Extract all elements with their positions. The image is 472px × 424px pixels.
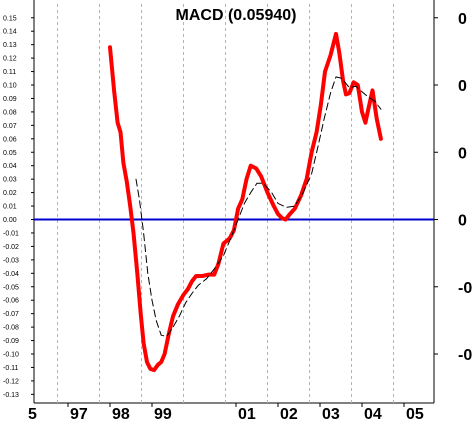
y-tick-label: 0.04 bbox=[3, 163, 17, 170]
right-tick-label: -0 bbox=[458, 347, 472, 364]
y-tick-label: -0.09 bbox=[3, 338, 19, 345]
x-tick-label: 03 bbox=[322, 406, 340, 423]
y-tick-label: -0.12 bbox=[3, 378, 19, 385]
x-tick-label: 5 bbox=[28, 406, 37, 423]
x-tick-label: 04 bbox=[364, 406, 382, 423]
macd-line bbox=[108, 31, 383, 373]
vertical-gridlines bbox=[57, 4, 394, 403]
y-axis-ticks: 0.15 0.14 0.13 0.12 0.11 0.10 0.09 0.08 0.07 0.06… bbox=[3, 15, 34, 399]
right-tick-label: -0 bbox=[458, 280, 472, 297]
y-tick-label: 0.00 bbox=[3, 217, 17, 224]
x-tick-label: 01 bbox=[238, 406, 256, 423]
y-tick-label: -0.02 bbox=[3, 244, 19, 251]
x-tick-label: 05 bbox=[406, 406, 424, 423]
y-tick-label: -0.04 bbox=[3, 271, 19, 278]
y-tick-label: -0.13 bbox=[3, 392, 19, 399]
chart-title: MACD (0.05940) bbox=[176, 7, 297, 24]
right-tick-label: 0 bbox=[458, 11, 467, 28]
y-tick-label: -0.08 bbox=[3, 325, 19, 332]
y-tick-label: 0.11 bbox=[3, 69, 16, 76]
y-tick-label: 0.03 bbox=[3, 177, 17, 184]
y-tick-label: 0.13 bbox=[3, 42, 17, 49]
y-tick-label: 0.08 bbox=[3, 109, 17, 116]
y-tick-label: 0.05 bbox=[3, 150, 17, 157]
x-tick-label: 99 bbox=[154, 406, 172, 423]
y-tick-label: -0.07 bbox=[3, 311, 19, 318]
right-tick-label: 0 bbox=[458, 145, 467, 162]
y-tick-label: 0.06 bbox=[3, 136, 17, 143]
y-tick-label: -0.05 bbox=[3, 284, 19, 291]
y-tick-label: -0.11 bbox=[3, 365, 19, 372]
y-tick-label: 0.09 bbox=[3, 96, 17, 103]
y-tick-label: 0.15 bbox=[3, 15, 17, 22]
y-tick-label: 0.01 bbox=[3, 204, 17, 211]
x-tick-label: 98 bbox=[112, 406, 130, 423]
signal-line bbox=[135, 76, 382, 337]
right-tick-label: 0 bbox=[458, 78, 467, 95]
right-axis-ticks: 0 0 0 0 -0 -0 bbox=[434, 11, 472, 364]
y-tick-label: -0.03 bbox=[3, 257, 19, 264]
y-tick-label: 0.10 bbox=[3, 83, 17, 90]
y-tick-label: -0.06 bbox=[3, 298, 19, 305]
right-tick-label: 0 bbox=[458, 213, 467, 230]
y-tick-label: -0.10 bbox=[3, 352, 19, 359]
y-tick-label: 0.12 bbox=[3, 56, 17, 63]
y-tick-label: 0.07 bbox=[3, 123, 17, 130]
x-tick-label: 02 bbox=[280, 406, 298, 423]
y-tick-label: 0.02 bbox=[3, 190, 17, 197]
series-lines bbox=[108, 31, 383, 373]
y-tick-label: 0.14 bbox=[3, 29, 17, 36]
frame bbox=[33, 0, 435, 404]
y-tick-label: -0.01 bbox=[3, 230, 19, 237]
x-axis-ticks: 5 97 98 99 01 02 03 04 05 bbox=[28, 403, 424, 423]
x-tick-label: 97 bbox=[70, 406, 88, 423]
